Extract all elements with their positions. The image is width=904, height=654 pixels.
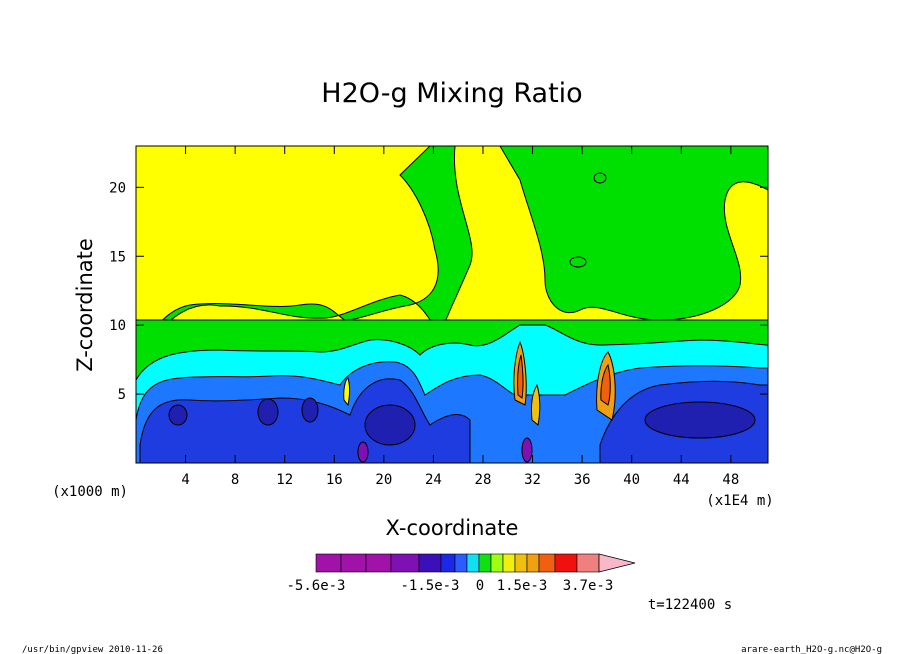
y-tick-label: 15	[109, 249, 126, 265]
plume-2	[531, 383, 541, 426]
x-tick-label: 20	[375, 472, 392, 488]
colorbar-label: 0	[476, 578, 484, 594]
colorbar-cell	[502, 553, 516, 573]
colorbar-label: 1.5e-3	[497, 578, 548, 594]
y-axis-ticks: 5 10 15 20	[109, 180, 768, 403]
colorbar-cell	[315, 553, 342, 573]
plume-3-core	[600, 363, 611, 406]
core-purple-1	[357, 441, 369, 463]
colorbar	[315, 553, 636, 573]
colorbar-cell	[454, 553, 468, 573]
colorbar-cell	[490, 553, 504, 573]
core-navy-5	[644, 401, 756, 439]
x-axis-label: X-coordinate	[386, 516, 519, 540]
colorbar-cell	[340, 553, 367, 573]
x-tick-label: 28	[475, 472, 492, 488]
colorbar-cell	[538, 553, 556, 573]
plume-1-core	[517, 354, 524, 399]
colorbar-cell	[440, 553, 456, 573]
footer-left: /usr/bin/gpview 2010-11-26	[22, 645, 163, 654]
chart-title: H2O-g Mixing Ratio	[321, 78, 582, 109]
x-tick-label: 36	[574, 472, 591, 488]
plot-area	[135, 145, 769, 464]
core-navy-4	[364, 404, 416, 446]
x-tick-label: 24	[425, 472, 442, 488]
y-axis-label: Z-coordinate	[73, 238, 97, 372]
core-navy-3	[301, 397, 319, 423]
x-axis-ticks: 4 8 12 16 20 24 28 32 36 40 44 48	[181, 146, 739, 488]
y-tick-label: 20	[109, 180, 126, 196]
x-tick-label: 16	[326, 472, 343, 488]
colorbar-cell	[390, 553, 420, 573]
core-navy-2	[257, 398, 279, 426]
y-tick-label: 10	[109, 318, 126, 334]
plot-frame	[135, 145, 769, 464]
x-unit-label: (x1E4 m)	[706, 493, 773, 509]
colorbar-label: -5.6e-3	[286, 578, 345, 594]
x-tick-label: 32	[524, 472, 541, 488]
colorbar-cell	[514, 553, 528, 573]
colorbar-labels: -5.6e-3 -1.5e-3 0 1.5e-3 3.7e-3	[286, 578, 613, 594]
x-tick-label: 8	[231, 472, 239, 488]
x-tick-label: 40	[623, 472, 640, 488]
x-tick-label: 48	[722, 472, 739, 488]
core-purple-2	[521, 437, 533, 463]
footer-right: arare-earth_H2O-g.nc@H2O-g	[741, 645, 882, 654]
colorbar-cell	[466, 553, 480, 573]
x-tick-label: 4	[181, 472, 189, 488]
colorbar-cell	[554, 553, 578, 573]
colorbar-label: 3.7e-3	[563, 578, 614, 594]
y-tick-label: 5	[118, 387, 126, 403]
x-tick-label: 12	[276, 472, 293, 488]
colorbar-cell	[576, 553, 600, 573]
colorbar-cell	[418, 553, 442, 573]
colorbar-cell	[526, 553, 540, 573]
x-tick-label: 44	[673, 472, 690, 488]
island-green-2	[593, 172, 607, 184]
island-green-1	[569, 256, 587, 268]
core-navy-1	[168, 404, 188, 426]
plume-yellow	[343, 377, 350, 407]
time-label: t=122400 s	[648, 597, 732, 613]
colorbar-label: -1.5e-3	[400, 578, 459, 594]
colorbar-cell	[365, 553, 392, 573]
colorbar-extend-arrow	[598, 553, 636, 573]
y-unit-label: (x1000 m)	[52, 484, 128, 500]
colorbar-cell	[478, 553, 492, 573]
